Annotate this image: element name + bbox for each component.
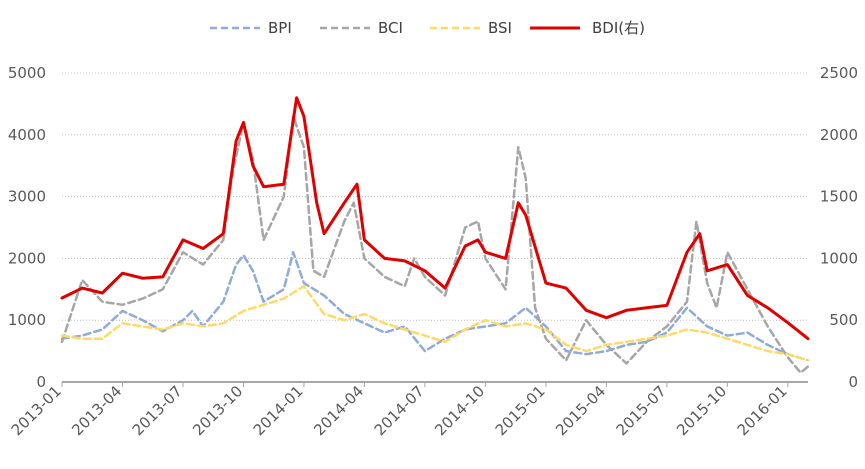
y-left-tick-label: 3000 <box>8 188 46 206</box>
y-left-tick-label: 4000 <box>8 126 46 144</box>
series-line-bdi <box>60 96 810 341</box>
legend-label: BPI <box>268 19 292 37</box>
legend-label: BSI <box>488 19 512 37</box>
y-left-tick-label: 1000 <box>8 311 46 329</box>
series-line-bsi <box>60 284 810 362</box>
y-right-tick-label: 0 <box>848 373 858 391</box>
y-right-tick-label: 2500 <box>820 64 858 82</box>
x-tick-label: 2016-01 <box>734 382 791 439</box>
x-tick-label: 2015-10 <box>673 382 730 439</box>
x-tick-label: 2013-07 <box>129 382 186 439</box>
series-lines <box>60 96 810 374</box>
x-tick-label: 2014-10 <box>431 382 488 439</box>
series-line-bci <box>60 115 810 374</box>
series-line-bpi <box>60 250 810 362</box>
y-left-tick-label: 0 <box>36 373 46 391</box>
x-tick-label: 2015-04 <box>552 382 609 439</box>
y-right-tick-label: 1000 <box>820 249 858 267</box>
x-tick-label: 2014-07 <box>371 382 428 439</box>
x-tick-label: 2014-04 <box>310 382 367 439</box>
legend-label: BCI <box>378 19 403 37</box>
y-right-tick-label: 500 <box>829 311 858 329</box>
gridlines <box>62 72 808 321</box>
x-tick-label: 2015-01 <box>492 382 549 439</box>
legend: BPI BCI BSI BDI(右) <box>210 19 645 37</box>
x-tick-label: 2015-07 <box>613 382 670 439</box>
y-right-tick-label: 2000 <box>820 126 858 144</box>
legend-label: BDI(右) <box>592 19 645 37</box>
axes: 0 1000 2000 3000 4000 5000 0 500 1000 1500 2000 250… <box>8 64 858 439</box>
y-right-tick-label: 1500 <box>820 188 858 206</box>
x-tick-label: 2014-01 <box>250 382 307 439</box>
y-left-tick-label: 5000 <box>8 64 46 82</box>
x-tick-label: 2013-04 <box>68 382 125 439</box>
x-tick-label: 2013-10 <box>189 382 246 439</box>
y-left-tick-label: 2000 <box>8 249 46 267</box>
